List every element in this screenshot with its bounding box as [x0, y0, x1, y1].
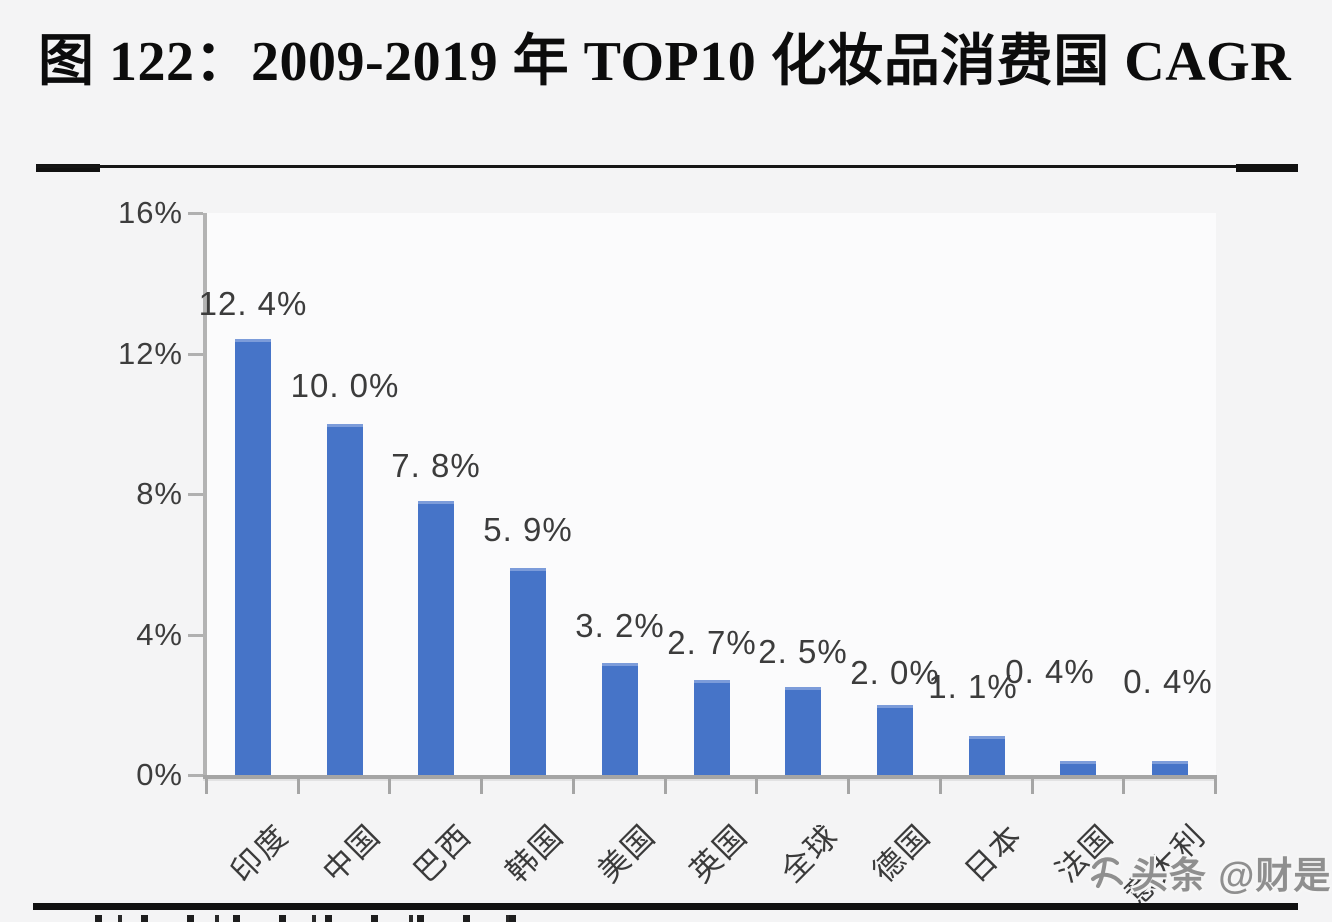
bar [1152, 761, 1188, 775]
figure-title: 图 122：2009-2019 年 TOP10 化妆品消费国 CAGR [38, 31, 1292, 93]
y-tick-label: 8% [136, 476, 183, 511]
x-tick [1031, 775, 1034, 794]
bar [1060, 761, 1096, 775]
y-tick [188, 493, 203, 496]
watermark: 头条 @财是 [1088, 850, 1331, 896]
bar [235, 339, 271, 775]
x-tick [388, 775, 391, 794]
y-tick-label: 16% [117, 195, 183, 230]
x-tick [939, 775, 942, 794]
watermark-text: 头条 @财是 [1131, 855, 1332, 896]
y-tick [188, 212, 203, 215]
x-tick [572, 775, 575, 794]
bar-value-label: 0. 4% [1005, 653, 1095, 690]
bar [969, 736, 1005, 775]
bar-value-label: 7. 8% [391, 447, 481, 484]
y-tick [188, 634, 203, 637]
bar-value-label: 5. 9% [483, 511, 573, 548]
x-tick [297, 775, 300, 794]
bar-value-label: 0. 4% [1123, 663, 1213, 700]
x-axis-line [203, 775, 1217, 779]
category-label: 意大利 [1012, 812, 1213, 913]
bar [694, 680, 730, 775]
bar [510, 568, 546, 775]
bar-value-label: 2. 5% [758, 633, 848, 670]
y-tick [188, 353, 203, 356]
x-tick [1122, 775, 1125, 794]
x-tick [664, 775, 667, 794]
bar [877, 705, 913, 775]
bar [418, 501, 454, 775]
y-tick-label: 0% [136, 757, 183, 792]
x-tick [1214, 775, 1217, 794]
divider-left-cap [36, 164, 100, 172]
x-tick [755, 775, 758, 794]
y-axis-line [203, 213, 207, 777]
x-tick [205, 775, 208, 794]
bar [785, 687, 821, 775]
bar-value-label: 10. 0% [290, 367, 400, 404]
toutiao-logo-icon [1088, 854, 1126, 891]
title-divider [36, 164, 1298, 172]
x-tick [847, 775, 850, 794]
bar-value-label: 1. 1% [928, 668, 1018, 705]
bar [602, 663, 638, 775]
bar-value-label: 12. 4% [198, 285, 308, 322]
bar-value-label: 3. 2% [575, 607, 665, 644]
cropped-text-remnants [95, 915, 550, 922]
bar [327, 424, 363, 775]
y-tick-label: 4% [136, 617, 183, 652]
x-tick [480, 775, 483, 794]
divider-right-cap [1236, 164, 1298, 172]
bar-value-label: 2. 7% [667, 624, 757, 661]
bottom-divider [33, 903, 1298, 910]
bar-value-label: 2. 0% [850, 654, 940, 691]
y-tick-label: 12% [117, 336, 183, 371]
divider-line [36, 165, 1298, 168]
y-tick [188, 774, 203, 777]
